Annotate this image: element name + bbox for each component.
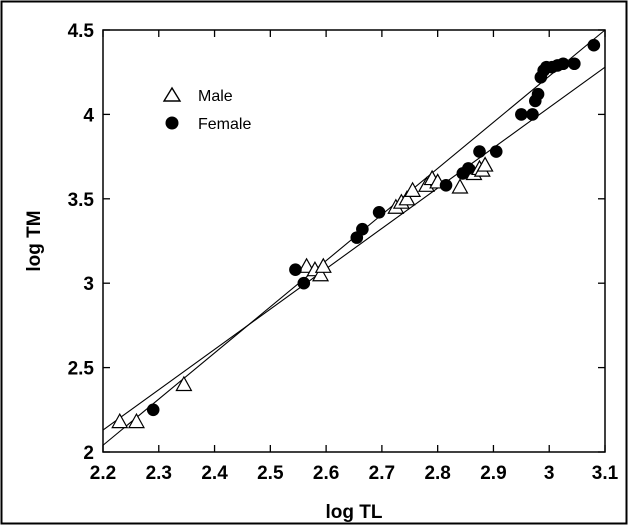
x-tick-label: 2.3 xyxy=(146,463,172,484)
male-point xyxy=(314,257,332,273)
female-point xyxy=(515,108,528,121)
male-point xyxy=(175,375,193,392)
y-tick-label: 4 xyxy=(83,105,94,126)
female-point xyxy=(439,178,453,192)
male-point xyxy=(476,156,494,172)
y-tick-label: 2.5 xyxy=(68,359,95,380)
female-point xyxy=(289,263,302,276)
female-point xyxy=(587,38,601,52)
female-point xyxy=(146,403,160,417)
x-tick-label: 2.4 xyxy=(201,463,228,484)
x-axis: 2.2 2.3 2.4 2.5 2.6 2.7 2.8 2.9 3 3.1 xyxy=(90,30,619,484)
regression-line xyxy=(102,66,606,431)
female-point xyxy=(526,108,539,121)
female-point xyxy=(531,87,545,101)
legend-male-label: Male xyxy=(198,88,233,105)
legend-female-label: Female xyxy=(198,116,251,133)
x-tick-label: 2.2 xyxy=(90,463,116,484)
data-points xyxy=(111,38,601,429)
female-point xyxy=(297,276,311,290)
female-point xyxy=(556,57,570,71)
x-tick-label: 2.9 xyxy=(480,463,506,484)
x-axis-title: log TL xyxy=(326,502,383,523)
y-axis-title: log TM xyxy=(24,210,45,271)
x-tick-label: 2.6 xyxy=(313,463,339,484)
male-point xyxy=(111,412,129,429)
female-point xyxy=(568,57,581,71)
legend-female-marker xyxy=(165,116,179,130)
y-tick-label: 2 xyxy=(83,443,94,464)
male-point xyxy=(127,412,145,429)
y-tick-label: 3 xyxy=(83,274,94,295)
x-tick-label: 3 xyxy=(544,463,555,484)
x-tick-label: 3.1 xyxy=(592,463,619,484)
female-point xyxy=(462,162,475,175)
y-tick-label: 4.5 xyxy=(68,21,95,42)
male-point xyxy=(404,181,422,197)
female-point xyxy=(372,206,386,219)
female-point xyxy=(356,222,369,236)
x-tick-label: 2.8 xyxy=(424,463,450,484)
male-point xyxy=(451,178,469,194)
y-axis: 2 2.5 3 3.5 4 4.5 xyxy=(68,21,605,464)
legend: Male Female xyxy=(162,86,251,133)
x-tick-label: 2.5 xyxy=(257,463,284,484)
x-tick-label: 2.7 xyxy=(369,463,395,484)
legend-male-marker xyxy=(162,86,182,102)
male-point xyxy=(298,257,316,273)
male-point xyxy=(312,266,330,282)
plot-frame xyxy=(102,29,606,453)
female-point xyxy=(473,145,486,158)
y-tick-label: 3.5 xyxy=(68,190,95,211)
male-point xyxy=(398,190,416,206)
female-point xyxy=(489,145,503,158)
